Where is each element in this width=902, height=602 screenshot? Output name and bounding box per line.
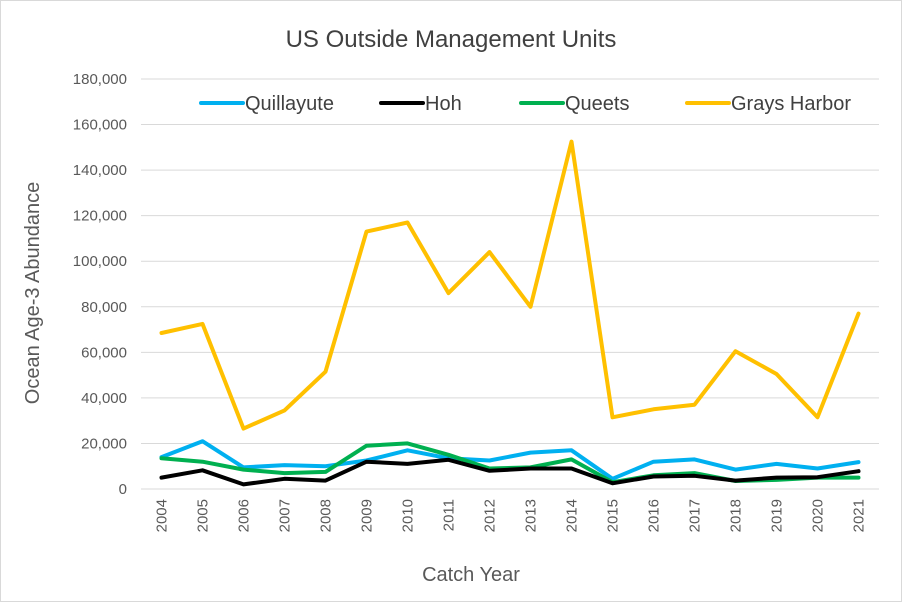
x-tick-label: 2005	[195, 499, 212, 532]
x-axis-ticks: 2004 2005 2006 2007 2008 2009 2010 2011 2012 2013…	[154, 499, 868, 532]
legend-label: Hoh	[425, 93, 462, 115]
x-tick-label: 2012	[482, 499, 499, 532]
x-tick-label: 2007	[277, 499, 294, 532]
y-tick-label: 180,000	[73, 71, 127, 88]
x-tick-label: 2018	[728, 499, 745, 532]
x-tick-label: 2009	[359, 499, 376, 532]
series-line-quillayute	[159, 439, 861, 481]
x-tick-label: 2016	[646, 499, 663, 532]
legend-label: Grays Harbor	[731, 93, 851, 115]
x-tick-label: 2011	[441, 499, 458, 531]
x-tick-label: 2015	[605, 499, 622, 532]
gridlines	[141, 78, 879, 490]
legend-label: Quillayute	[245, 93, 334, 115]
y-tick-label: 60,000	[81, 344, 127, 361]
x-tick-label: 2021	[851, 499, 868, 532]
legend: Quillayute Hoh Queets Grays Harbor	[199, 93, 851, 115]
x-tick-label: 2017	[687, 499, 704, 532]
x-tick-label: 2010	[400, 499, 417, 532]
series-line-grays-harbor	[159, 139, 861, 431]
y-tick-label: 40,000	[81, 390, 127, 407]
x-tick-label: 2013	[523, 499, 540, 532]
y-tick-label: 160,000	[73, 117, 127, 134]
x-tick-label: 2008	[318, 499, 335, 532]
x-tick-label: 2004	[154, 499, 171, 532]
x-tick-label: 2006	[236, 499, 253, 532]
y-tick-label: 0	[119, 481, 127, 498]
y-axis-label: Ocean Age-3 Abundance	[22, 182, 44, 404]
x-tick-label: 2014	[564, 499, 581, 532]
y-axis-ticks: 0 20,000 40,000 60,000 80,000 100,000 120,000 1…	[73, 71, 127, 498]
series-lines	[159, 139, 861, 487]
y-tick-label: 120,000	[73, 208, 127, 225]
series-line-queets	[159, 441, 861, 485]
y-tick-label: 140,000	[73, 162, 127, 179]
legend-label: Queets	[565, 93, 629, 115]
x-axis-label: Catch Year	[422, 564, 520, 586]
x-tick-label: 2020	[810, 499, 827, 532]
x-tick-label: 2019	[769, 499, 786, 532]
y-tick-label: 80,000	[81, 299, 127, 316]
chart-title: US Outside Management Units	[286, 26, 617, 53]
y-tick-label: 20,000	[81, 435, 127, 452]
y-tick-label: 100,000	[73, 253, 127, 270]
series-line-hoh	[159, 457, 861, 487]
